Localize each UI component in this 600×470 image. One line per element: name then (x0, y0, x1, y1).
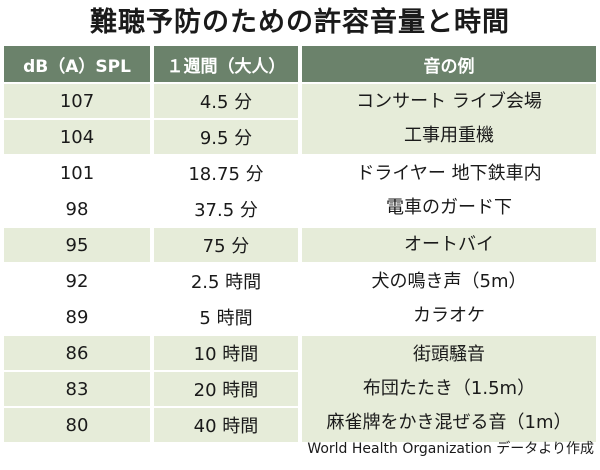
example-text: カラオケ (413, 305, 485, 326)
table-row-time: 18.75 分 (154, 156, 298, 190)
table-row-time: 75 分 (154, 228, 298, 262)
source-note: World Health Organization データより作成 (307, 441, 594, 457)
example-group: コンサート ライブ会場 工事用重機 (302, 84, 596, 154)
header-db: dB（A）SPL (4, 46, 150, 82)
example-group: ドライヤー 地下鉄車内 電車のガード下 (302, 156, 596, 226)
table-row-db: 98 (4, 192, 150, 226)
table-row-db: 89 (4, 300, 150, 334)
table-row-time: 20 時間 (154, 372, 298, 406)
table-row-db: 83 (4, 372, 150, 406)
table-row-time: 2.5 時間 (154, 264, 298, 298)
header-examples: 音の例 (302, 46, 596, 82)
table-row-db: 101 (4, 156, 150, 190)
example-text: ドライヤー 地下鉄車内 (356, 163, 542, 184)
example-text: オートバイ (404, 234, 494, 255)
example-group: 犬の鳴き声（5m） カラオケ (302, 264, 596, 334)
table-row-time: 5 時間 (154, 300, 298, 334)
table-row-time: 37.5 分 (154, 192, 298, 226)
example-text: コンサート ライブ会場 (356, 91, 542, 112)
table-row-time: 4.5 分 (154, 84, 298, 118)
table-row-time: 40 時間 (154, 408, 298, 442)
table-row-db: 95 (4, 228, 150, 262)
example-text: 電車のガード下 (386, 197, 512, 218)
table-row-time: 10 時間 (154, 336, 298, 370)
example-text: 街頭騒音 (413, 344, 485, 365)
table-row-db: 92 (4, 264, 150, 298)
example-group: オートバイ (302, 228, 596, 262)
table-row-db: 104 (4, 120, 150, 154)
example-group: 街頭騒音 布団たたき（1.5m） 麻雀牌をかき混ぜる音（1m） (302, 336, 596, 442)
page-title: 難聴予防のための許容音量と時間 (90, 7, 510, 38)
example-text: 麻雀牌をかき混ぜる音（1m） (326, 412, 572, 433)
example-text: 工事用重機 (404, 125, 494, 146)
table-row-time: 9.5 分 (154, 120, 298, 154)
table-row-db: 80 (4, 408, 150, 442)
table-row-db: 86 (4, 336, 150, 370)
header-time: １週間（大人） (154, 46, 298, 82)
table-row-db: 107 (4, 84, 150, 118)
example-text: 犬の鳴き声（5m） (371, 271, 527, 292)
example-text: 布団たたき（1.5m） (362, 378, 536, 399)
